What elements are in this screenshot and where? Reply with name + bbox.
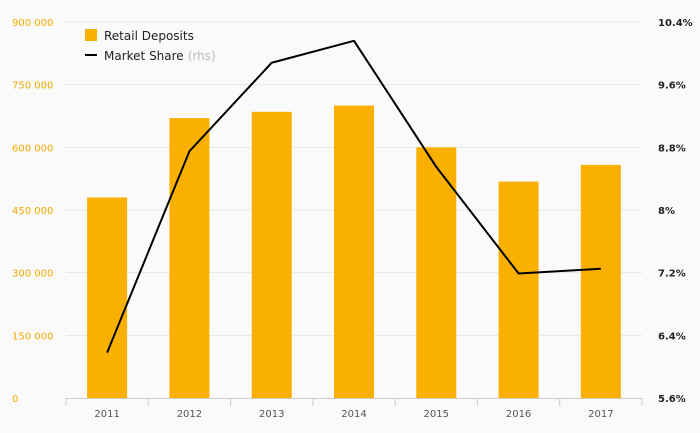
right-tick-label: 5.6% [658, 394, 686, 405]
left-tick-label: 900 000 [12, 18, 53, 29]
right-tick-label: 7.2% [658, 269, 686, 280]
bar-series [87, 105, 621, 399]
left-tick-label: 600 000 [12, 143, 53, 154]
x-tick-label: 2013 [259, 409, 284, 420]
legend[interactable]: Retail Deposits Market Share (rhs) [85, 29, 216, 63]
x-tick-label: 2017 [588, 409, 613, 420]
bar-2014[interactable] [334, 105, 374, 399]
line-market-share[interactable] [106, 39, 601, 353]
legend-label-market-share[interactable]: Market Share (rhs) [104, 49, 216, 63]
x-axis [65, 398, 643, 406]
right-tick-label: 8.8% [658, 143, 686, 154]
bar-2011[interactable] [87, 197, 128, 398]
bar-2015[interactable] [416, 147, 457, 398]
x-tick-label: 2014 [341, 409, 366, 420]
right-tick-label: 6.4% [658, 331, 686, 342]
right-tick-label: 8% [658, 206, 675, 217]
left-tick-label: 450 000 [12, 206, 53, 217]
x-axis-labels: 2011 2012 2013 2014 2015 2016 2017 [94, 409, 613, 420]
left-tick-label: 750 000 [12, 81, 53, 92]
left-axis-labels: 0 150 000 300 000 450 000 600 000 750 000 900 … [12, 18, 53, 405]
legend-swatch-retail-deposits [85, 29, 97, 41]
x-tick-label: 2015 [424, 409, 449, 420]
left-tick-label: 300 000 [12, 269, 53, 280]
x-tick-label: 2011 [94, 409, 119, 420]
line-series [106, 39, 601, 353]
right-tick-label: 9.6% [658, 81, 686, 92]
bar-2017[interactable] [580, 164, 621, 398]
x-tick-label: 2012 [177, 409, 202, 420]
right-axis-labels: 5.6% 6.4% 7.2% 8% 8.8% 9.6% 10.4% [658, 18, 693, 405]
bar-2012[interactable] [169, 118, 210, 398]
right-tick-label: 10.4% [658, 18, 693, 29]
legend-market-share-name: Market Share [104, 49, 184, 63]
left-tick-label: 0 [12, 394, 18, 405]
bar-2016[interactable] [498, 181, 539, 398]
legend-market-share-suffix: (rhs) [188, 49, 216, 63]
x-tick-label: 2016 [506, 409, 531, 420]
legend-label-retail-deposits[interactable]: Retail Deposits [104, 29, 194, 43]
left-tick-label: 150 000 [12, 331, 53, 342]
bar-2013[interactable] [251, 111, 292, 399]
